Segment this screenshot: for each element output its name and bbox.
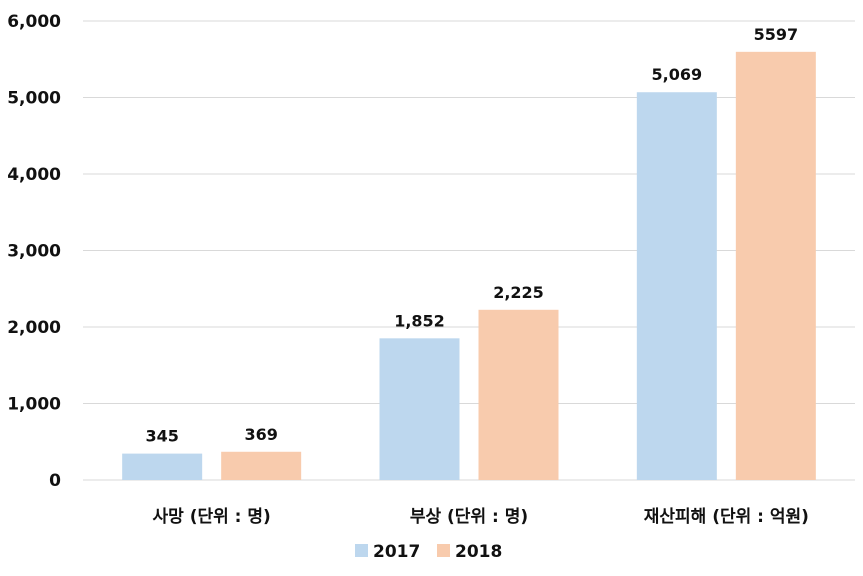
data-label-2017-1: 1,852 bbox=[394, 311, 445, 330]
y-tick-label: 4,000 bbox=[7, 165, 61, 185]
bar-2017-2 bbox=[636, 92, 717, 480]
y-tick-label: 3,000 bbox=[7, 242, 61, 262]
y-axis-ticks: 0 1,000 2,000 3,000 4,000 5,000 6,000 bbox=[7, 12, 61, 491]
legend: 2017 2018 bbox=[355, 542, 502, 562]
data-label-2017-2: 5,069 bbox=[652, 65, 703, 84]
y-tick-label: 0 bbox=[49, 471, 61, 491]
legend-label-2017: 2017 bbox=[373, 542, 420, 562]
data-labels: 345 369 1,852 2,225 5,069 5597 bbox=[145, 25, 798, 446]
category-label: 재산피해 (단위 : 억원) bbox=[644, 507, 809, 527]
bar-2018-2 bbox=[735, 51, 816, 480]
category-label: 부상 (단위 : 명) bbox=[410, 507, 528, 527]
bars bbox=[122, 51, 816, 480]
bar-2017-0 bbox=[122, 453, 203, 480]
gridlines bbox=[83, 20, 855, 481]
legend-swatch-2017 bbox=[355, 544, 368, 557]
bar-2017-1 bbox=[379, 338, 460, 480]
y-tick-label: 2,000 bbox=[7, 318, 61, 338]
x-axis-categories: 사망 (단위 : 명) 부상 (단위 : 명) 재산피해 (단위 : 억원) bbox=[153, 507, 809, 527]
y-tick-label: 6,000 bbox=[7, 12, 61, 32]
bar-2018-0 bbox=[221, 451, 302, 480]
bar-2018-1 bbox=[478, 309, 559, 480]
legend-label-2018: 2018 bbox=[455, 542, 502, 562]
data-label-2018-0: 369 bbox=[244, 425, 277, 444]
data-label-2018-1: 2,225 bbox=[493, 283, 544, 302]
y-tick-label: 5,000 bbox=[7, 89, 61, 109]
y-tick-label: 1,000 bbox=[7, 395, 61, 415]
category-label: 사망 (단위 : 명) bbox=[153, 507, 271, 527]
data-label-2017-0: 345 bbox=[145, 427, 178, 446]
data-label-2018-2: 5597 bbox=[754, 25, 799, 44]
legend-swatch-2018 bbox=[437, 544, 450, 557]
